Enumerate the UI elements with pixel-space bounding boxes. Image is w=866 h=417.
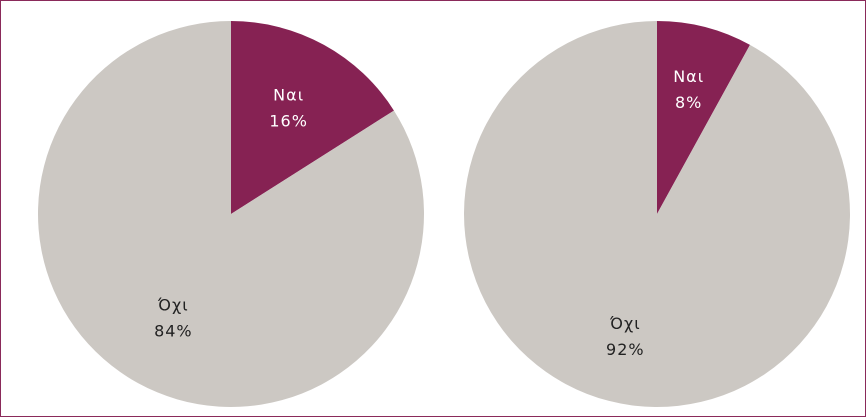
slice-value-label: 16% bbox=[269, 112, 308, 131]
pie-slice bbox=[463, 21, 850, 407]
slice-value-label: 92% bbox=[606, 340, 645, 359]
slice-label: Όχι bbox=[609, 314, 641, 333]
slice-value-label: 8% bbox=[675, 93, 702, 112]
pie-slice bbox=[657, 21, 750, 214]
pie-slice bbox=[231, 21, 394, 214]
slice-label: Όχι bbox=[157, 295, 189, 314]
slice-label: Ναι bbox=[673, 67, 704, 86]
slice-value-label: 84% bbox=[154, 321, 193, 340]
slice-label: Ναι bbox=[273, 86, 304, 105]
pie-slice bbox=[37, 21, 424, 407]
